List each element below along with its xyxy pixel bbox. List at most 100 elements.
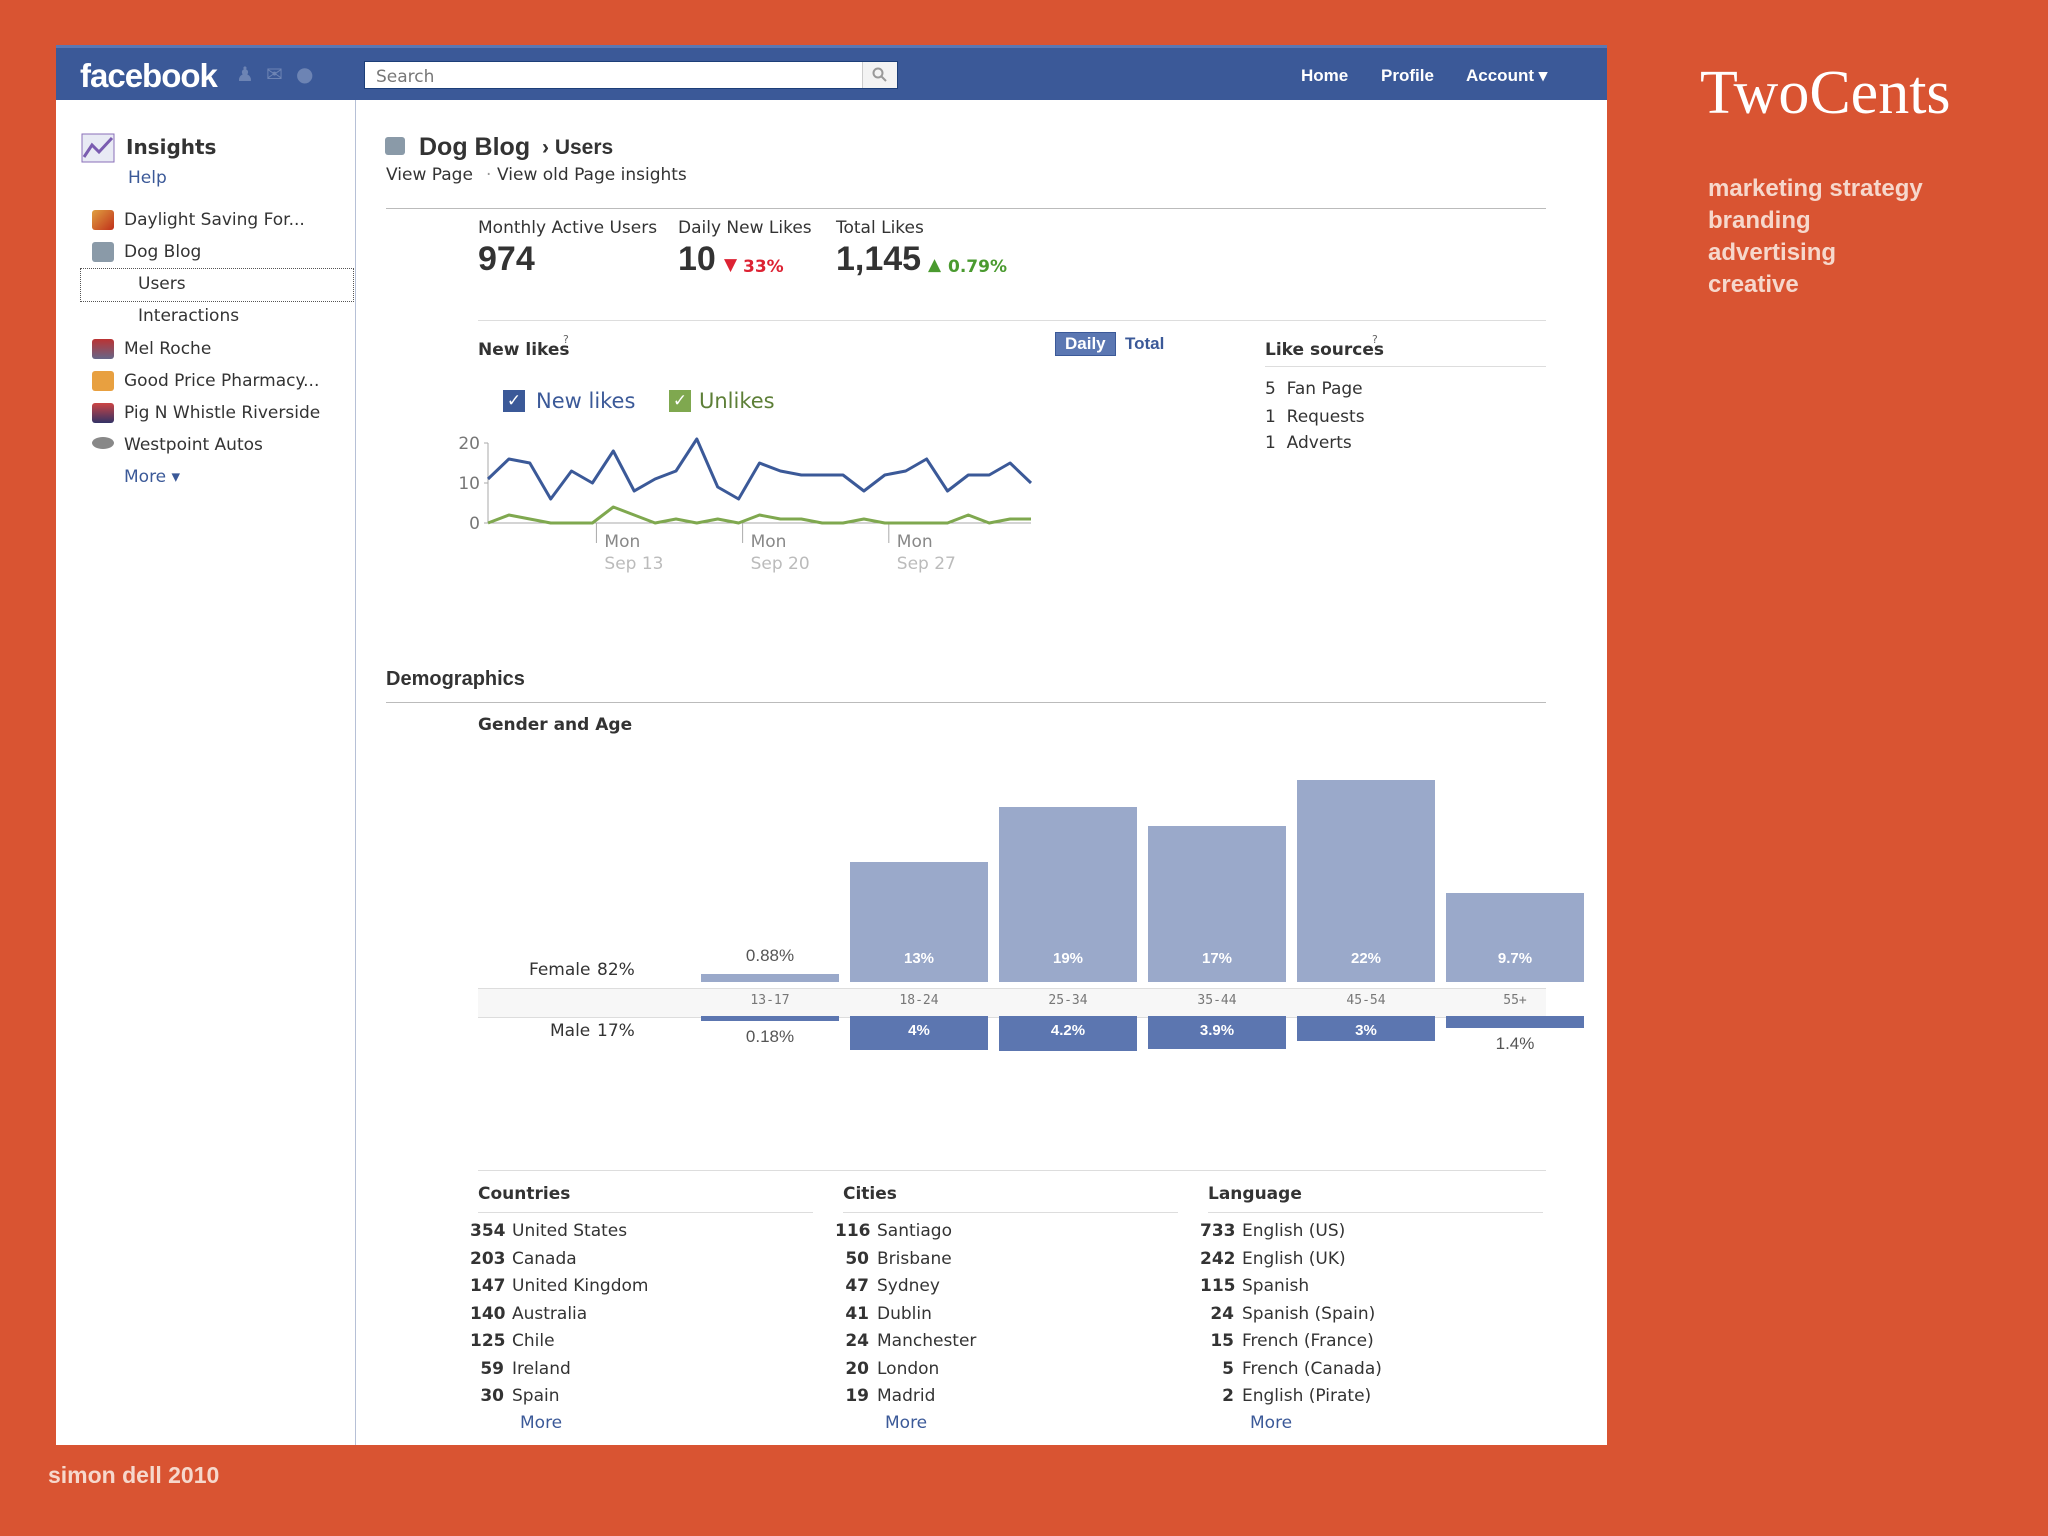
up-arrow-icon: ▲ bbox=[928, 255, 942, 275]
languages-row: 15 French (France) bbox=[1200, 1331, 1373, 1351]
x-tick-label: Mon bbox=[751, 532, 787, 552]
like-source-count: 1 bbox=[1265, 433, 1276, 453]
sidebar-help-link[interactable]: Help bbox=[128, 168, 167, 188]
messages-icon[interactable]: ✉ bbox=[266, 62, 283, 86]
nav-profile[interactable]: Profile bbox=[1381, 66, 1434, 85]
mau-label: Monthly Active Users bbox=[478, 218, 658, 238]
top-bar: facebook ♟ ✉ ● Search Home Profile Accou… bbox=[56, 45, 1607, 100]
divider bbox=[478, 1212, 813, 1213]
cities-name: Sydney bbox=[877, 1276, 940, 1296]
search-button[interactable] bbox=[862, 62, 897, 88]
cities-count: 50 bbox=[845, 1248, 869, 1269]
languages-name: French (Canada) bbox=[1242, 1358, 1382, 1379]
total-toggle[interactable]: Total bbox=[1125, 334, 1165, 353]
sidebar-item-mel-roche[interactable]: Mel Roche bbox=[124, 339, 212, 359]
sidebar-item-dog-blog[interactable]: Dog Blog bbox=[124, 242, 202, 262]
sidebar-item-daylight-saving[interactable]: Daylight Saving For... bbox=[124, 210, 305, 230]
y-tick-label: 10 bbox=[458, 474, 480, 494]
view-old-insights-link[interactable]: View old Page insights bbox=[497, 165, 687, 185]
languages-count: 15 bbox=[1210, 1331, 1234, 1351]
countries-count: 140 bbox=[470, 1303, 506, 1324]
y-tick-label: 20 bbox=[458, 434, 480, 454]
male-bar bbox=[850, 1016, 988, 1050]
languages-count: 5 bbox=[1222, 1358, 1234, 1379]
languages-name: Spanish bbox=[1242, 1276, 1310, 1296]
cities-more-link[interactable]: More bbox=[885, 1413, 928, 1433]
male-bar bbox=[1446, 1016, 1584, 1028]
like-sources-help[interactable]: ? bbox=[1372, 333, 1378, 346]
countries-more-link[interactable]: More bbox=[520, 1413, 563, 1433]
sidebar-more[interactable]: More ▾ bbox=[124, 467, 181, 487]
new-likes-help[interactable]: ? bbox=[563, 333, 569, 346]
sidebar-item-users-selected[interactable] bbox=[80, 268, 354, 302]
languages-name: English (UK) bbox=[1242, 1248, 1346, 1269]
countries-row: 203 Canada bbox=[470, 1249, 577, 1269]
facebook-logo[interactable]: facebook bbox=[80, 57, 218, 94]
male-pct-label: 4% bbox=[908, 1022, 930, 1039]
x-tick-date: Sep 20 bbox=[751, 554, 810, 574]
cities-count: 19 bbox=[845, 1386, 869, 1406]
sidebar-item-pig-n-whistle[interactable]: Pig N Whistle Riverside bbox=[124, 403, 321, 423]
countries-row: 147 United Kingdom bbox=[470, 1276, 648, 1296]
x-tick-label: Mon bbox=[604, 532, 640, 552]
sidebar-item-interactions[interactable]: Interactions bbox=[138, 306, 240, 326]
male-bar bbox=[1297, 1016, 1435, 1042]
female-label: Female bbox=[529, 960, 591, 980]
female-pct-label: 0.88% bbox=[745, 945, 795, 965]
divider bbox=[478, 1170, 1546, 1171]
cities-name: Santiago bbox=[877, 1221, 952, 1241]
countries-name: Chile bbox=[512, 1331, 555, 1351]
cities-row: 19 Madrid bbox=[835, 1386, 935, 1406]
page-icon bbox=[92, 437, 114, 449]
nav-account[interactable]: Account ▾ bbox=[1466, 66, 1548, 85]
countries-count: 125 bbox=[470, 1331, 506, 1351]
divider bbox=[1208, 1212, 1543, 1213]
twocents-logo: TwoCents bbox=[1700, 59, 1951, 127]
female-bar bbox=[1446, 892, 1584, 982]
divider bbox=[386, 702, 1546, 703]
gender-age-title: Gender and Age bbox=[478, 715, 633, 735]
countries-name: Ireland bbox=[512, 1358, 571, 1379]
sidebar-insights-title[interactable]: Insights bbox=[126, 135, 217, 159]
unlikes-checkbox[interactable]: ✓ bbox=[669, 390, 691, 412]
languages-more-link[interactable]: More bbox=[1250, 1413, 1293, 1433]
languages-name: English (Pirate) bbox=[1242, 1386, 1372, 1406]
languages-count: 2 bbox=[1222, 1386, 1234, 1406]
friend-requests-icon[interactable]: ♟ bbox=[236, 62, 254, 86]
age-group-label: 18-24 bbox=[899, 993, 939, 1008]
languages-row: 242 English (UK) bbox=[1200, 1249, 1346, 1269]
sidebar-item-westpoint-autos[interactable]: Westpoint Autos bbox=[124, 435, 263, 455]
cities-row: 50 Brisbane bbox=[835, 1248, 952, 1269]
countries-row: 30 Spain bbox=[470, 1386, 559, 1406]
nav-home[interactable]: Home bbox=[1301, 66, 1349, 85]
sidebar-item-users[interactable]: Users bbox=[138, 274, 186, 294]
cities-count: 47 bbox=[845, 1276, 869, 1296]
languages-row: 115 Spanish bbox=[1200, 1276, 1309, 1296]
search-icon bbox=[872, 67, 887, 82]
new-likes-checkbox[interactable]: ✓ bbox=[503, 390, 525, 412]
breadcrumb-users: › Users bbox=[542, 136, 614, 159]
legend-new-likes: New likes bbox=[536, 389, 636, 413]
female-pct-label: 17% bbox=[1201, 950, 1233, 967]
cities-name: Brisbane bbox=[877, 1248, 952, 1269]
female-pct-label: 9.7% bbox=[1497, 950, 1533, 967]
view-page-link[interactable]: View Page bbox=[386, 165, 473, 185]
languages-title: Language bbox=[1208, 1184, 1302, 1204]
female-bar bbox=[1297, 779, 1435, 982]
new-likes-series-line bbox=[486, 437, 1033, 501]
page-icon bbox=[92, 242, 114, 262]
search-input[interactable]: Search bbox=[364, 61, 898, 89]
like-source-name: Adverts bbox=[1286, 433, 1352, 453]
notifications-icon[interactable]: ● bbox=[296, 62, 314, 86]
like-source-row: 1 Requests bbox=[1265, 407, 1365, 427]
x-tick-label: Mon bbox=[897, 532, 933, 552]
sidebar: Insights Help Daylight Saving For... Dog… bbox=[56, 100, 356, 1445]
languages-count: 115 bbox=[1200, 1276, 1236, 1296]
countries-count: 59 bbox=[480, 1358, 504, 1379]
total-likes-value: 1,145 bbox=[836, 240, 922, 278]
male-bar bbox=[999, 1016, 1137, 1052]
countries-name: United States bbox=[512, 1221, 628, 1241]
sidebar-item-good-price-pharmacy[interactable]: Good Price Pharmacy... bbox=[124, 371, 320, 391]
daily-toggle[interactable]: Daily bbox=[1055, 332, 1116, 356]
mau-value: 974 bbox=[478, 240, 535, 278]
